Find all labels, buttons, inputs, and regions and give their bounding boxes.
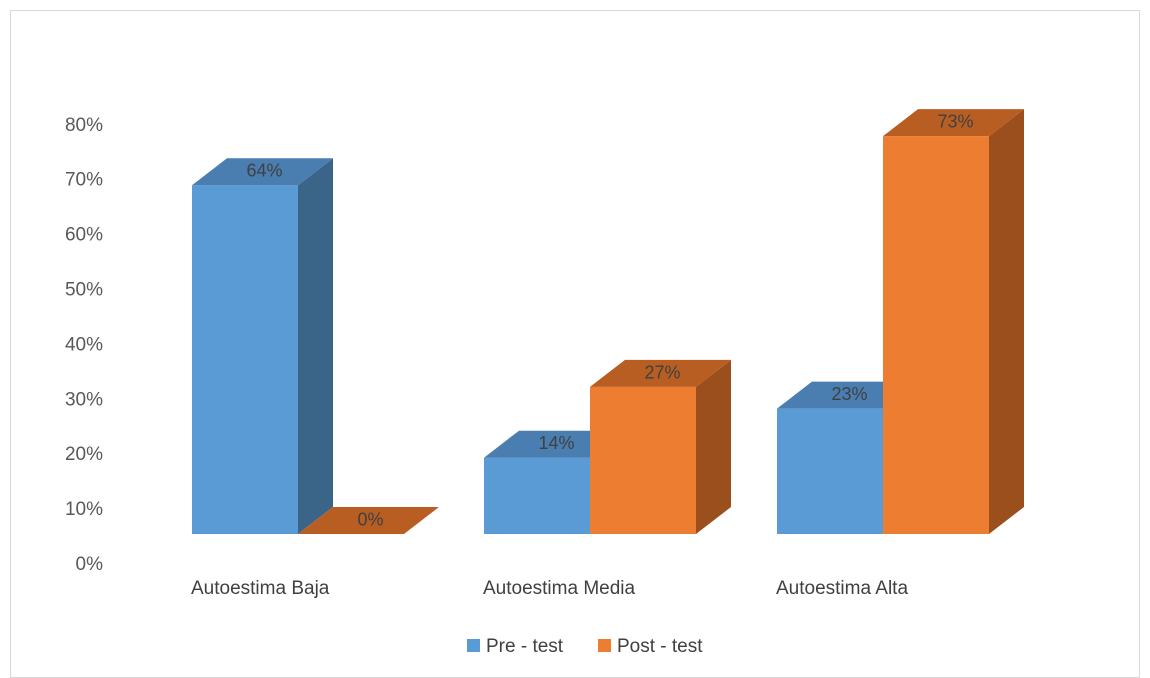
- bar-top: [298, 507, 439, 534]
- y-tick-label: 60%: [65, 225, 103, 246]
- y-tick-label: 70%: [65, 170, 103, 191]
- bar-top: [883, 109, 1024, 137]
- legend: Pre - test Post - test: [467, 636, 703, 657]
- y-tick-label: 80%: [65, 115, 103, 136]
- legend-item-pre-test: Pre - test: [467, 636, 564, 657]
- y-tick-label: 30%: [65, 389, 103, 410]
- y-tick-label: 0%: [76, 554, 104, 575]
- bar-front: [777, 408, 883, 534]
- bar-side: [696, 359, 731, 534]
- bar-top: [777, 381, 918, 409]
- x-axis: Autoestima Baja Autoestima Media Autoestim…: [191, 578, 908, 599]
- category-label: Autoestima Media: [483, 578, 636, 599]
- bars: [192, 109, 1024, 535]
- legend-swatch: [598, 639, 611, 652]
- legend-label: Post - test: [617, 636, 703, 657]
- legend-item-post-test: Post - test: [598, 636, 703, 657]
- bar-top: [484, 430, 625, 458]
- bar-top: [192, 158, 333, 186]
- legend-label: Pre - test: [486, 636, 564, 657]
- y-tick-label: 50%: [65, 280, 103, 301]
- bar-top: [590, 359, 731, 387]
- data-label: 64%: [246, 161, 282, 181]
- bar-side: [989, 109, 1024, 535]
- bar-post-0: [298, 507, 439, 534]
- bar-front: [590, 386, 696, 534]
- data-labels: 64% 0% 14% 27% 23% 73%: [246, 112, 973, 530]
- data-label: 23%: [831, 384, 867, 404]
- category-label: Autoestima Alta: [776, 578, 908, 599]
- y-axis: 0% 10% 20% 30% 40% 50% 60% 70% 80%: [65, 115, 103, 575]
- data-label: 14%: [538, 433, 574, 453]
- bar-front: [192, 185, 298, 534]
- data-label: 73%: [937, 112, 973, 132]
- bar-pre-0: [192, 158, 333, 534]
- y-tick-label: 20%: [65, 444, 103, 465]
- y-tick-label: 10%: [65, 499, 103, 520]
- bar-side: [298, 158, 333, 534]
- data-label: 27%: [644, 362, 680, 382]
- bar-post-2: [883, 109, 1024, 535]
- bar-front: [484, 457, 590, 534]
- data-label: 0%: [357, 510, 383, 530]
- bar-front: [883, 136, 989, 534]
- category-label: Autoestima Baja: [191, 578, 330, 599]
- legend-swatch: [467, 639, 480, 652]
- y-tick-label: 40%: [65, 334, 103, 355]
- bar-post-1: [590, 359, 731, 534]
